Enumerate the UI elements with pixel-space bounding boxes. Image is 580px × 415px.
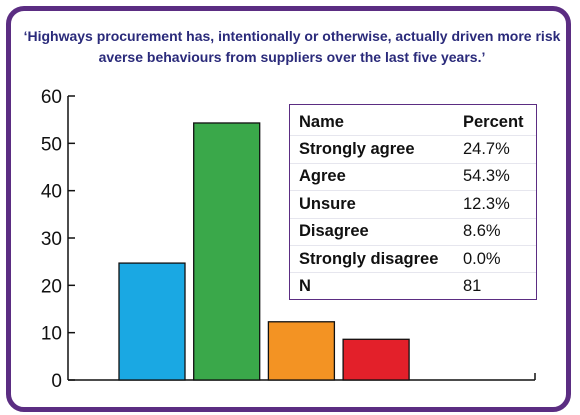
legend-row-percent: 12.3% (449, 190, 536, 219)
legend-row: Agree 54.3% (290, 163, 536, 192)
y-tick-label: 20 (41, 276, 62, 297)
legend-row-name: Strongly disagree (290, 245, 449, 274)
legend-row-name: Disagree (290, 218, 449, 246)
y-tick-label: 10 (41, 324, 62, 345)
y-tick-label: 40 (41, 182, 62, 203)
legend-row-name: Unsure (290, 190, 449, 219)
bar-unsure (267, 321, 336, 381)
y-tick-label: 50 (41, 134, 62, 155)
legend-header-percent: Percent (449, 109, 536, 137)
legend-row-percent: 81 (463, 277, 482, 296)
legend-row-name: Agree (290, 163, 449, 192)
legend-table: Name Percent Strongly agree 24.7% Agree … (289, 104, 537, 300)
bar-disagree (342, 338, 410, 381)
legend-row: Disagree 8.6% (290, 218, 536, 246)
legend-row-percent: 8.6% (449, 218, 536, 246)
legend-row: Unsure 12.3% (290, 190, 536, 219)
bar-strongly-agree (118, 262, 186, 381)
legend-row-name: N (299, 277, 311, 296)
legend-row: Strongly disagree 0.0% (290, 245, 536, 274)
chart-y-ticks: 0 10 20 30 40 50 60 (41, 87, 75, 392)
legend-row-name: Strongly agree (290, 135, 449, 164)
legend-row: Strongly agree 24.7% (290, 135, 536, 164)
bar-agree (193, 122, 261, 381)
chart-title: ‘Highways procurement has, intentionally… (23, 28, 561, 65)
chart-bars (118, 122, 410, 381)
legend-row: N 81 (290, 273, 536, 300)
y-tick-label: 30 (41, 229, 62, 250)
y-tick-label: 0 (51, 371, 62, 392)
legend-header-row: Name Percent (290, 109, 536, 137)
legend-header-name: Name (290, 109, 449, 137)
legend-row-percent: 0.0% (449, 245, 536, 274)
legend-row-percent: 54.3% (449, 163, 536, 192)
legend-row-percent: 24.7% (449, 135, 536, 164)
y-tick-label: 60 (41, 87, 62, 108)
